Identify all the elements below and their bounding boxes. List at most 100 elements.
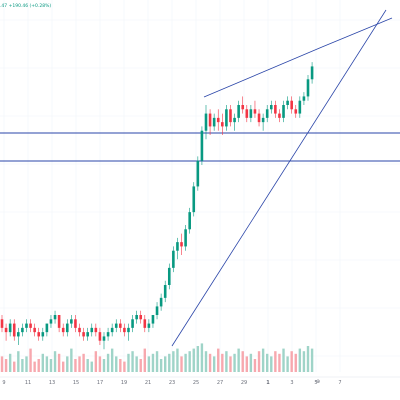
volume-bar <box>270 356 273 372</box>
candle-body <box>290 100 293 110</box>
candle-body <box>237 105 240 118</box>
trendline[interactable] <box>203 46 323 98</box>
candle-body <box>82 332 85 337</box>
candle-body <box>151 315 155 324</box>
volume-bar <box>119 359 122 372</box>
trendline-extension[interactable] <box>321 17 393 48</box>
candle-body <box>176 242 179 251</box>
volume-bar <box>188 351 191 372</box>
candle-body <box>21 327 24 333</box>
volume-bar <box>135 356 138 372</box>
candle-body <box>216 117 220 123</box>
time-axis-tick-label: 9 <box>2 380 5 386</box>
candle-body <box>294 109 298 114</box>
volume-bar <box>180 356 183 372</box>
candle-body <box>29 323 32 328</box>
legend-price-change: .47 +190.46 (+0.28%) <box>0 3 51 9</box>
volume-bar <box>302 351 306 372</box>
time-axis-tick-label: 7 <box>338 380 341 386</box>
volume-bar <box>286 356 289 372</box>
time-axis-tick-label: 29 <box>241 380 247 386</box>
candle-body <box>265 109 269 118</box>
candle-body <box>94 327 98 333</box>
candle-body <box>37 332 41 337</box>
volume-bar <box>123 361 126 372</box>
volume-bar <box>94 351 98 372</box>
candle-body <box>278 113 281 118</box>
volume-bar <box>212 356 216 372</box>
volume-bar <box>274 351 277 372</box>
volume-bar <box>57 353 61 372</box>
time-axis-tick-label: 17 <box>97 380 103 386</box>
time-axis-tick-label: 11 <box>25 380 31 386</box>
candle-body <box>212 117 216 127</box>
candle-body <box>200 130 204 161</box>
candle-body <box>241 105 245 110</box>
candle-body <box>123 327 126 333</box>
candle-body <box>229 109 232 123</box>
time-axis: 9 11 13 15 17 19 21 23 25 27 29 1 3 5 7⊕ <box>0 376 400 386</box>
candle-body <box>78 327 81 333</box>
volume-bar <box>172 351 175 372</box>
volume-bar <box>62 361 65 372</box>
volume-bar <box>45 356 49 372</box>
volume-bar <box>294 353 297 372</box>
candle-body <box>8 323 12 333</box>
candle-body <box>192 186 196 213</box>
candle-body <box>86 332 89 337</box>
volume-bar <box>8 353 12 372</box>
volume-bar <box>102 359 106 372</box>
volume-bar <box>164 356 167 372</box>
candle-body <box>110 327 114 333</box>
volume-bar <box>266 353 269 372</box>
horizontal-levels[interactable] <box>0 132 400 162</box>
volume-bars <box>0 343 314 372</box>
time-axis-tick-label: 27 <box>217 380 223 386</box>
volume-bar <box>21 359 24 372</box>
candle-body <box>261 117 265 123</box>
volume-bar <box>4 359 8 372</box>
volume-bar <box>233 353 236 372</box>
volume-bar <box>253 359 257 372</box>
candle-body <box>274 105 277 114</box>
volume-bar <box>310 348 314 372</box>
volume-bar <box>204 351 208 372</box>
volume-bar <box>13 361 16 372</box>
candle-body <box>310 66 314 80</box>
candle-body <box>74 319 77 328</box>
candle-body <box>233 117 236 123</box>
volume-bar <box>155 351 159 372</box>
volume-bar <box>306 346 310 372</box>
volume-bar <box>278 353 281 372</box>
candle-body <box>139 315 143 320</box>
volume-bar <box>192 348 195 372</box>
candle-body <box>269 105 273 110</box>
trendline[interactable] <box>171 9 387 347</box>
candle-body <box>221 122 224 127</box>
candle-body <box>53 315 57 320</box>
candle-body <box>282 105 285 118</box>
candle-body <box>302 96 306 101</box>
candle-body <box>298 100 302 114</box>
candle-body <box>225 109 228 127</box>
volume-bar <box>196 346 200 372</box>
volume-bar <box>139 359 142 372</box>
volume-bar <box>74 359 77 372</box>
candle-body <box>114 323 118 328</box>
volume-bar <box>131 351 134 372</box>
volume-bar <box>257 351 261 372</box>
candle-body <box>135 315 138 320</box>
candle-body <box>106 332 110 337</box>
volume-bar <box>229 356 232 372</box>
volume-bar <box>217 348 220 372</box>
volume-bar <box>90 361 93 372</box>
candle-body <box>25 323 28 328</box>
time-axis-tick-label: 1 <box>266 380 270 386</box>
trendlines[interactable] <box>171 9 393 347</box>
candle-body <box>45 323 49 333</box>
volume-bar <box>25 356 28 372</box>
candle-body <box>180 242 183 247</box>
volume-bar <box>115 356 118 372</box>
